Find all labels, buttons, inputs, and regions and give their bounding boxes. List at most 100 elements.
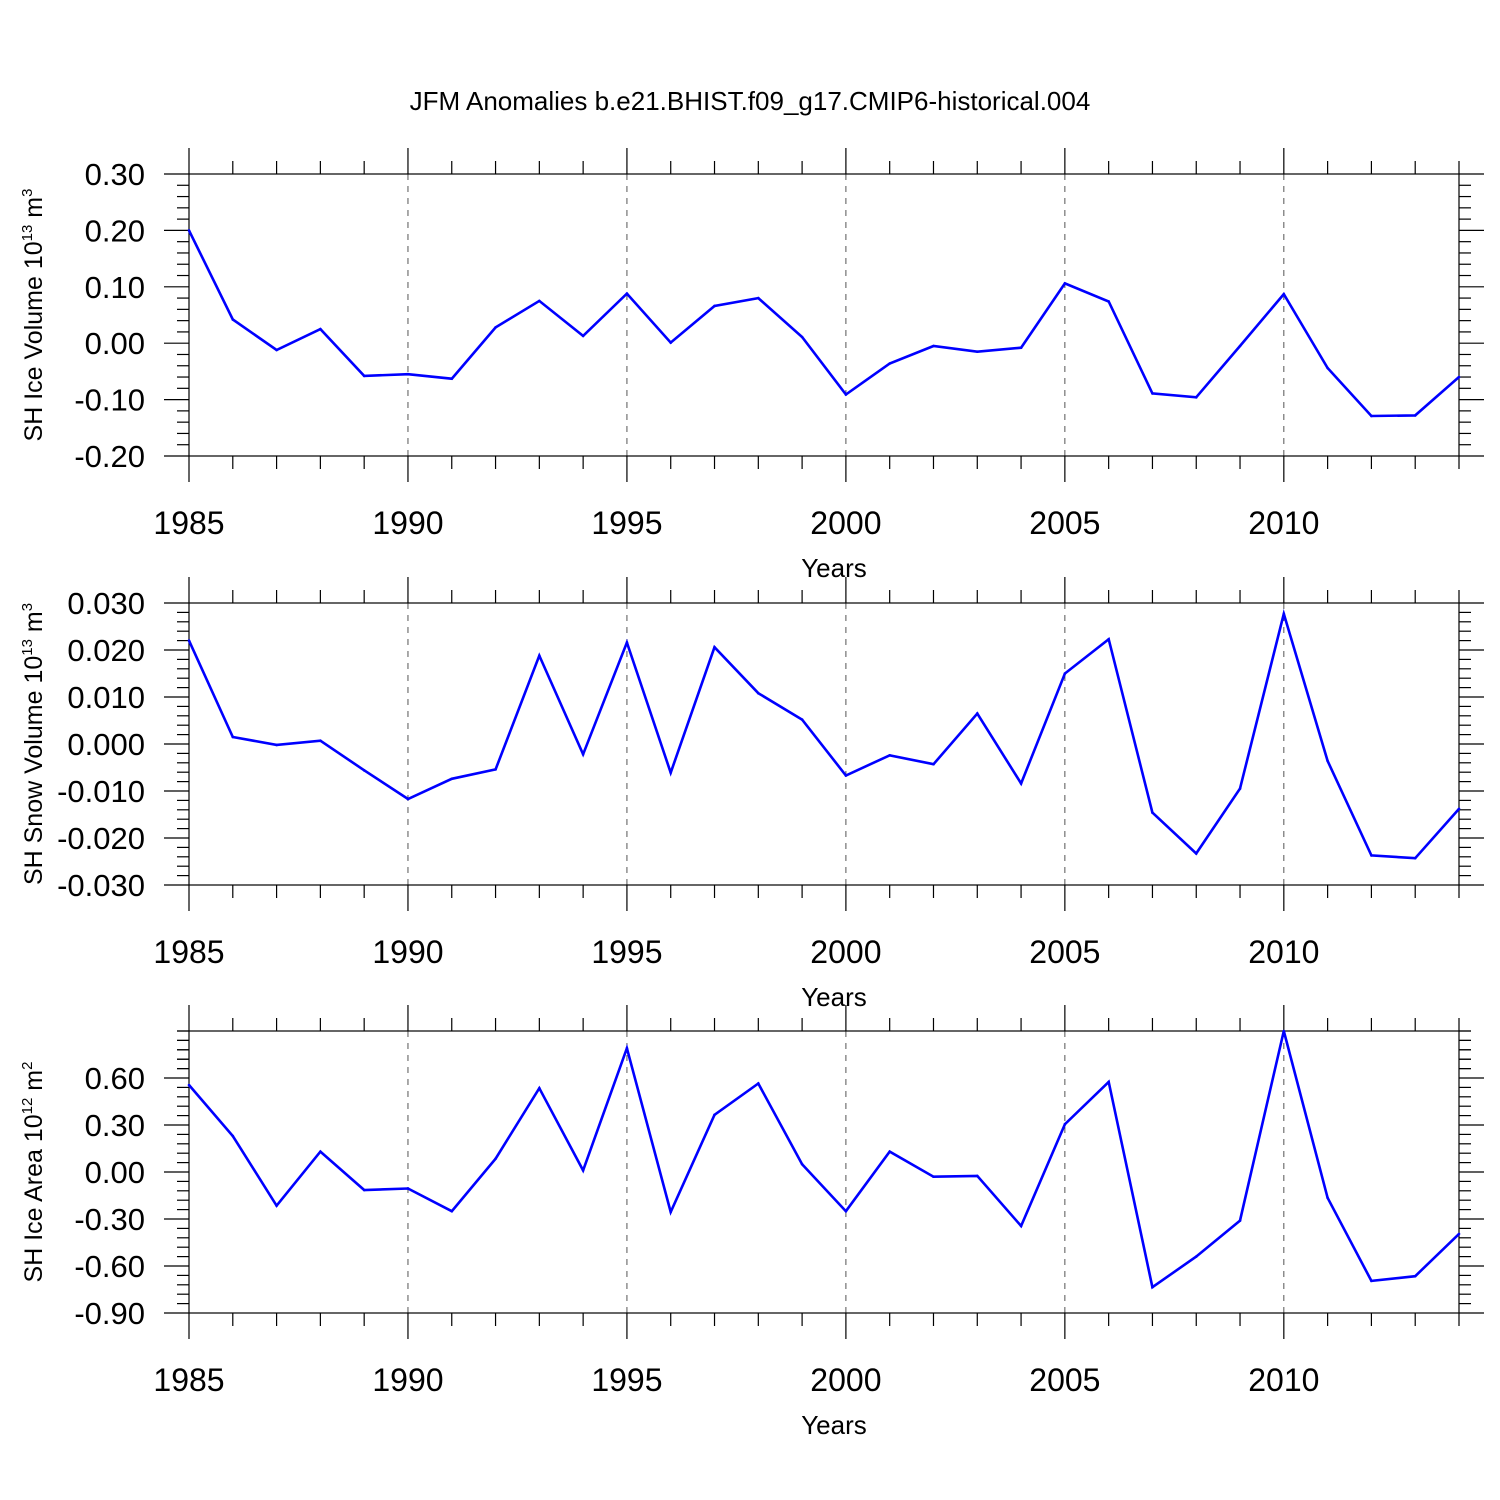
y-tick-label: 0.020 [67,633,145,668]
data-point [362,1188,366,1192]
x-tick-label: 2010 [1248,505,1319,541]
data-point [1413,414,1417,417]
data-point [844,1209,848,1213]
data-point [1063,672,1067,675]
y-axis-label: SH Ice Area 1012 m2 [19,1062,48,1283]
y-tick-label: 0.00 [85,1155,145,1190]
x-tick-label: 2005 [1029,1362,1100,1398]
data-point [187,639,191,642]
y-tick-label: -0.010 [57,774,145,809]
data-point [1107,300,1110,303]
series-line [187,229,1460,418]
x-tick-label: 1990 [372,505,443,541]
data-point [1370,1279,1373,1283]
data-point [932,1175,935,1178]
data-point [757,691,760,695]
data-point [1238,787,1242,790]
y-tick-label: -0.020 [57,821,145,856]
data-point [1194,852,1198,855]
data-point [713,1113,716,1117]
x-tick-label: 2000 [810,1362,881,1398]
data-point [625,641,629,644]
y-tick-label: 0.00 [85,326,145,361]
data-point [1326,1196,1329,1200]
x-axis-label: Years [801,1410,867,1440]
data-point [494,768,497,771]
data-point [450,1209,454,1213]
x-tick-label: 2005 [1029,934,1100,970]
x-tick-label: 2000 [810,934,881,970]
y-tick-label: -0.10 [74,383,145,418]
y-tick-label: 0.10 [85,270,145,305]
plot-frame [188,1030,1460,1314]
x-tick-label: 1995 [591,505,662,541]
y-axis-label: SH Ice Volume 1013 m3 [19,189,48,442]
data-point [1282,612,1286,616]
data-point [406,1187,410,1190]
x-tick-label: 2000 [810,505,881,541]
data-point [275,1204,278,1207]
data-point [1194,396,1198,399]
data-point [975,350,979,353]
data-point [581,753,585,756]
data-point [844,393,848,396]
y-tick-label: 0.30 [85,1108,145,1143]
series-line [187,608,1460,860]
chart-panel-3: 1985 1990 1995 2000 2005 2010 Years 0.60 0.30 0.0… [19,1005,1484,1440]
x-axis-label: Years [801,553,867,583]
data-point [1019,1224,1023,1228]
data-point [1457,807,1461,811]
data-point [713,304,716,308]
x-tick-label: 2010 [1248,1362,1319,1398]
data-point [1238,344,1242,348]
data-point [1370,854,1373,857]
figure-title: JFM Anomalies b.e21.BHIST.f09_g17.CMIP6-… [410,86,1091,116]
data-point [625,1046,629,1050]
data-point [1413,1274,1417,1278]
data-point [1194,1255,1198,1258]
data-point [625,292,629,295]
x-tick-label: 1990 [372,1362,443,1398]
x-tick-label: 1995 [591,1362,662,1398]
data-point [494,1157,497,1160]
data-point [932,344,935,348]
y-tick-label: 0.60 [85,1061,145,1096]
data-point [362,769,366,772]
data-point [538,299,541,303]
y-tick-label: -0.030 [57,868,145,903]
data-point [1326,759,1329,763]
data-point [231,735,235,739]
x-tick-label: 1995 [591,934,662,970]
y-axis-label: SH Snow Volume 1013 m3 [19,603,48,885]
data-point [275,743,278,747]
data-point [888,753,891,757]
data-point [1326,366,1329,370]
y-tick-label: -0.20 [74,439,145,474]
data-point [538,654,541,657]
data-point [319,739,322,743]
plot-frame [188,602,1460,886]
data-point [844,774,848,777]
data-point [975,712,979,715]
data-point [538,1086,541,1090]
y-tick-label: 0.000 [67,727,145,762]
data-point [1151,1285,1154,1289]
series-line [188,1030,1460,1290]
data-point [1282,292,1286,296]
data-point [494,326,497,329]
data-point [888,362,891,365]
x-tick-label: 2005 [1029,505,1100,541]
data-point [800,718,804,721]
plot-frame [188,173,1460,457]
data-point [757,296,760,300]
data-point [1151,392,1154,395]
chart-panel-1: 1985 1990 1995 2000 2005 2010 Years 0.30 0.20 0.1… [19,148,1484,583]
x-axis-label: Years [801,982,867,1012]
x-tick-label: 2010 [1248,934,1319,970]
data-point [450,377,454,381]
data-point [450,777,454,781]
data-point [187,229,191,232]
data-point [1238,1219,1242,1222]
data-point [231,1134,235,1138]
